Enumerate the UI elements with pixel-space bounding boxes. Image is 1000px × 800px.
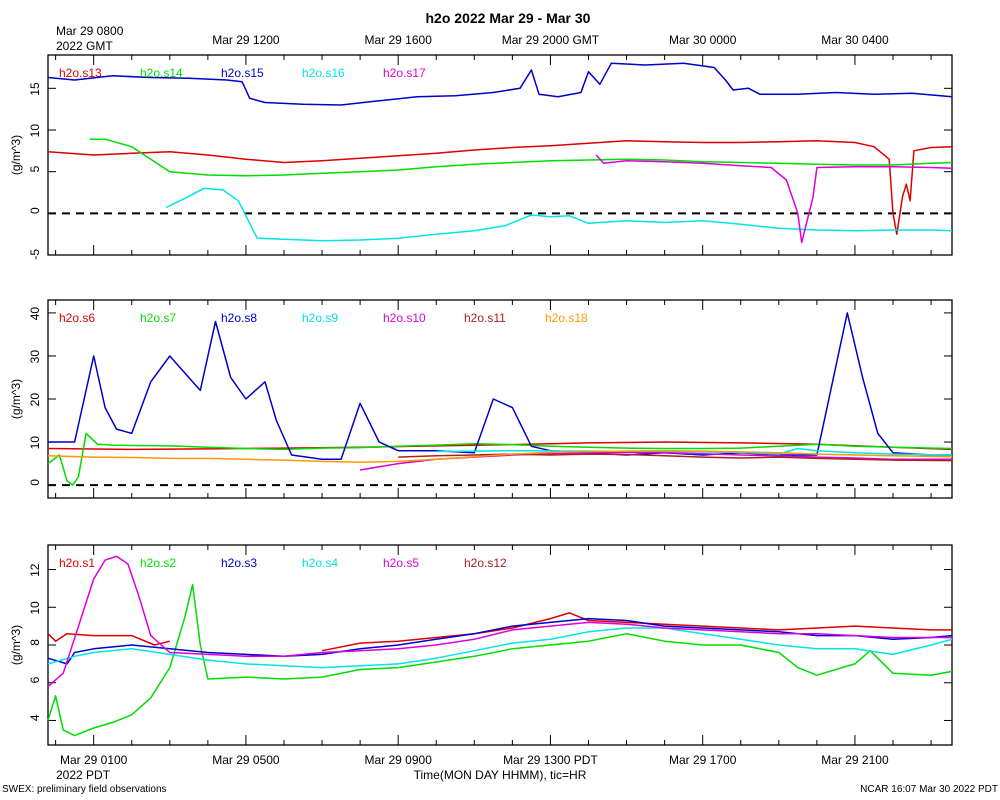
panel-frame <box>47 54 953 256</box>
gmt-tick-label: Mar 30 0400 <box>821 33 889 47</box>
footer-right-note: NCAR 16:07 Mar 30 2022 PDT <box>860 784 998 795</box>
y-tick-label: 5 <box>28 165 42 172</box>
y-axis-label: (g/m^3) <box>9 379 23 419</box>
series-line-h2o-s9 <box>436 447 953 456</box>
series-line-h2o-s8 <box>48 312 952 461</box>
legend-entry-h2o-s6: h2o.s6 <box>59 311 95 325</box>
gmt-tick-label: Mar 30 0000 <box>669 33 737 47</box>
y-tick-label: 10 <box>28 124 42 138</box>
panel-frames <box>47 54 953 746</box>
legend-entry-h2o-s11: h2o.s11 <box>464 311 506 325</box>
series-line-h2o-s11 <box>398 453 953 462</box>
pdt-tick-label: Mar 29 0500 <box>212 753 280 767</box>
y-tick-label: 0 <box>28 479 42 486</box>
y-tick-label: 8 <box>28 639 42 646</box>
gmt-first-label-line1: Mar 29 0800 <box>56 24 124 38</box>
legend-entry-h2o-s7: h2o.s7 <box>140 311 176 325</box>
series-line-h2o-s18 <box>47 449 953 464</box>
legend-entry-h2o-s15: h2o.s15 <box>221 66 264 80</box>
y-tick-label: 30 <box>28 350 42 364</box>
panel-frame <box>47 299 953 499</box>
series-line-h2o-s13 <box>47 140 953 235</box>
chart-title: h2o 2022 Mar 29 - Mar 30 <box>426 10 591 26</box>
y-tick-label: 6 <box>28 676 42 683</box>
y-axis-label: (g/m^3) <box>9 135 23 175</box>
series-line-h2o-s4 <box>47 627 953 669</box>
series-line-h2o-s14 <box>89 138 953 177</box>
series-line-h2o-s5 <box>47 555 952 688</box>
pdt-first-label-line1: Mar 29 0100 <box>60 753 128 767</box>
gmt-tick-label: Mar 29 2000 GMT <box>502 33 600 47</box>
legend-entry-h2o-s12: h2o.s12 <box>464 556 507 570</box>
series-line-h2o-s1b <box>321 612 952 652</box>
series-line-h2o-s16 <box>165 187 953 242</box>
x-axis-label: Time(MON DAY HHMM), tic=HR <box>414 768 587 782</box>
legend-entry-h2o-s8: h2o.s8 <box>221 311 257 325</box>
series-line-h2o-s7 <box>47 432 953 486</box>
y-tick-label: 40 <box>28 307 42 321</box>
legend-entry-h2o-s17: h2o.s17 <box>383 66 426 80</box>
legend-entry-h2o-s10: h2o.s10 <box>383 311 426 325</box>
pdt-tick-label: Mar 29 1300 PDT <box>503 753 598 767</box>
y-tick-label: 20 <box>28 393 42 407</box>
footer-left-note: SWEX: preliminary field observations <box>2 784 167 795</box>
pdt-tick-label: Mar 29 1700 <box>669 753 737 767</box>
legend-entry-h2o-s1: h2o.s1 <box>59 556 95 570</box>
pdt-tick-label: Mar 29 2100 <box>821 753 889 767</box>
legend-entry-h2o-s4: h2o.s4 <box>302 556 338 570</box>
legend-entry-h2o-s18: h2o.s18 <box>545 311 588 325</box>
legend-entry-h2o-s2: h2o.s2 <box>140 556 176 570</box>
legend-entry-h2o-s13: h2o.s13 <box>59 66 102 80</box>
pdt-first-label-line2: 2022 PDT <box>56 768 111 782</box>
gmt-tick-label: Mar 29 1600 <box>364 33 432 47</box>
legend-entry-h2o-s14: h2o.s14 <box>140 66 183 80</box>
series-lines <box>47 62 953 737</box>
series-line-h2o-s17 <box>595 154 953 244</box>
series-line-h2o-s2 <box>47 583 953 737</box>
y-axis-label: (g/m^3) <box>9 625 23 665</box>
y-tick-label: 4 <box>28 714 42 721</box>
y-tick-label: 12 <box>28 563 42 577</box>
series-line-h2o-s1 <box>47 632 170 646</box>
legend-entry-h2o-s5: h2o.s5 <box>383 556 419 570</box>
gmt-first-label-line2: 2022 GMT <box>56 39 113 53</box>
gmt-tick-label: Mar 29 1200 <box>212 33 280 47</box>
pdt-tick-label: Mar 29 0900 <box>364 753 432 767</box>
legend-entry-h2o-s9: h2o.s9 <box>302 311 338 325</box>
y-tick-label: 10 <box>28 436 42 450</box>
legend-entry-h2o-s3: h2o.s3 <box>221 556 257 570</box>
y-tick-label: 0 <box>28 207 42 214</box>
legend-entry-h2o-s16: h2o.s16 <box>302 66 345 80</box>
series-line-h2o-s15 <box>47 62 953 106</box>
y-tick-label: 10 <box>28 601 42 615</box>
y-tick-label: -5 <box>28 249 42 260</box>
y-tick-label: 15 <box>28 82 42 96</box>
